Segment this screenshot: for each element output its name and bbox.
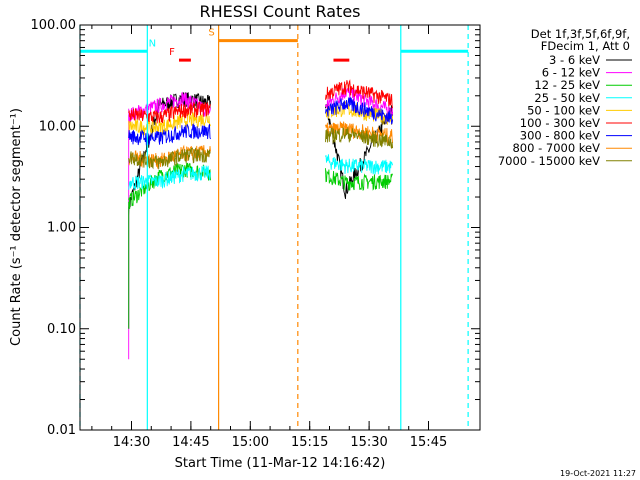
plot-frame: [79, 24, 481, 431]
legend-entry-label: 25 - 50 keV: [534, 91, 600, 105]
footer-date: 19-Oct-2021 11:27: [560, 469, 636, 478]
x-tick-label: 15:00: [232, 435, 269, 450]
legend-entry-label: 100 - 300 keV: [520, 116, 600, 130]
legend-entry-label: 300 - 800 keV: [520, 129, 600, 143]
x-tick-label: 14:30: [113, 435, 150, 450]
x-tick-label: 15:30: [350, 435, 387, 450]
x-tick-label: 15:15: [291, 435, 328, 450]
series-line: [128, 96, 394, 146]
series-line: [128, 79, 394, 124]
legend-entry-label: 50 - 100 keV: [527, 103, 600, 117]
x-axis-ticks: 14:30 14:45 15:00 15:15 15:30 15:45: [91, 25, 447, 450]
flag-label: S: [208, 28, 214, 39]
legend-entry-label: 6 - 12 keV: [542, 66, 600, 80]
series-line: [128, 126, 394, 170]
series-traces: [128, 79, 394, 360]
y-tick-label: 0.01: [47, 423, 76, 438]
flag-label: F: [169, 47, 175, 58]
legend-header-line-2: FDecim 1, Att 0: [541, 39, 630, 53]
y-tick-label: 1.00: [47, 221, 76, 236]
y-tick-label: 100.00: [31, 18, 77, 33]
y-axis-ticks: 0.01 0.10 1.00 10.00 100.00: [31, 18, 480, 438]
y-tick-label: 10.00: [39, 119, 76, 134]
chart-title: RHESSI Count Rates: [200, 2, 361, 21]
state-flags: N S F: [79, 25, 469, 430]
legend-header-line-1: Det 1f,3f,5f,6f,9f,: [531, 27, 630, 41]
legend-entry-label: 800 - 7000 keV: [512, 141, 600, 155]
legend-entry-label: 12 - 25 keV: [534, 78, 600, 92]
legend-entry-label: 3 - 6 keV: [549, 53, 600, 67]
series-line: [128, 154, 394, 191]
flag-label: N: [149, 38, 156, 49]
x-tick-label: 14:45: [172, 435, 209, 450]
series-line: [128, 162, 394, 329]
y-tick-label: 0.10: [47, 322, 76, 337]
x-tick-label: 15:45: [410, 435, 447, 450]
y-axis-label: Count Rate (s⁻¹ detector segment⁻¹): [9, 108, 24, 346]
x-axis-label: Start Time (11-Mar-12 14:16:42): [175, 456, 386, 471]
legend-entry-label: 7000 - 15000 keV: [498, 154, 600, 168]
